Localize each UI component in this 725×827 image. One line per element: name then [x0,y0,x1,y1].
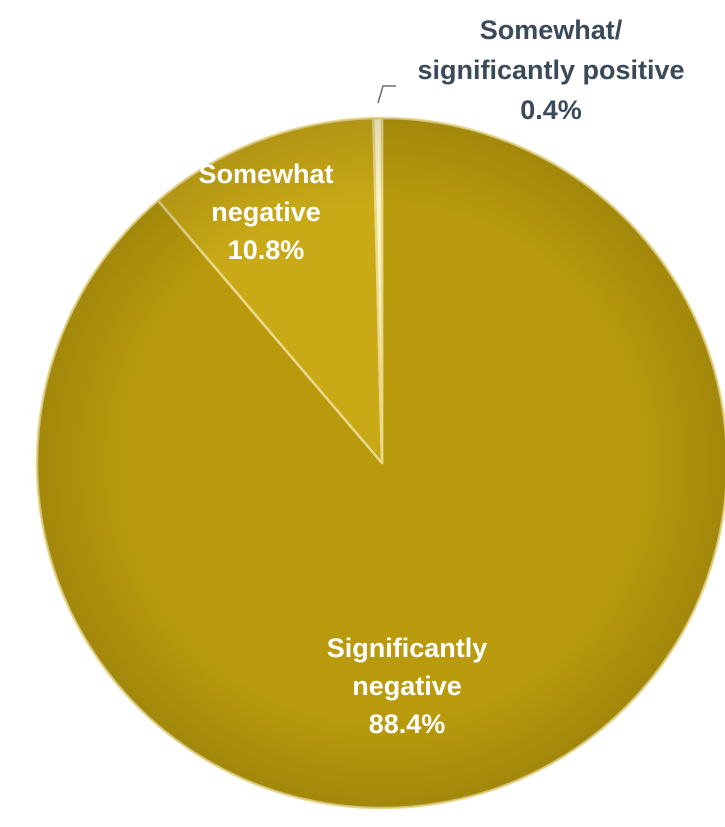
slice-label-0-line-0: Significantly [327,633,488,663]
slice-label-1-line-1: negative [211,197,321,227]
slice-label-0: Significantly negative 88.4% [327,633,488,739]
slice-label-2-line-2: 0.4% [520,95,582,125]
slice-label-0-line-1: negative [352,671,462,701]
slice-label-2: Somewhat/significantly positive 0.4% [417,15,684,125]
slice-label-1-line-2: 10.8% [228,235,305,265]
leader-line [377,85,396,104]
slice-label-1-line-0: Somewhat [198,159,333,189]
slice-label-1: Somewhat negative 10.8% [198,159,333,265]
slice-label-2-line-1: significantly positive [417,55,684,85]
slice-label-2-line-0: Somewhat/ [480,15,623,45]
slice-label-0-line-2: 88.4% [369,709,446,739]
